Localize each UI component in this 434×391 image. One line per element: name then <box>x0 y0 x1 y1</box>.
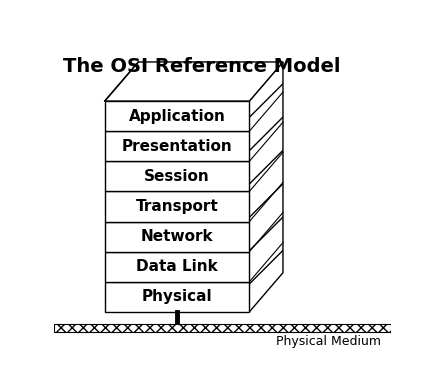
Text: Presentation: Presentation <box>122 139 232 154</box>
Bar <box>105 222 249 252</box>
Bar <box>105 101 249 131</box>
Bar <box>54 324 391 332</box>
Polygon shape <box>105 62 283 101</box>
Bar <box>105 252 249 282</box>
Text: Session: Session <box>144 169 210 184</box>
Text: Transport: Transport <box>136 199 218 214</box>
Text: Physical: Physical <box>142 289 212 304</box>
Polygon shape <box>249 62 283 312</box>
Text: Network: Network <box>141 229 214 244</box>
Text: Physical Medium: Physical Medium <box>276 335 381 348</box>
Text: The OSI Reference Model: The OSI Reference Model <box>63 57 341 77</box>
Bar <box>105 131 249 161</box>
Bar <box>105 282 249 312</box>
Text: Application: Application <box>128 109 225 124</box>
Text: Data Link: Data Link <box>136 259 218 274</box>
Bar <box>105 161 249 192</box>
Bar <box>105 192 249 222</box>
